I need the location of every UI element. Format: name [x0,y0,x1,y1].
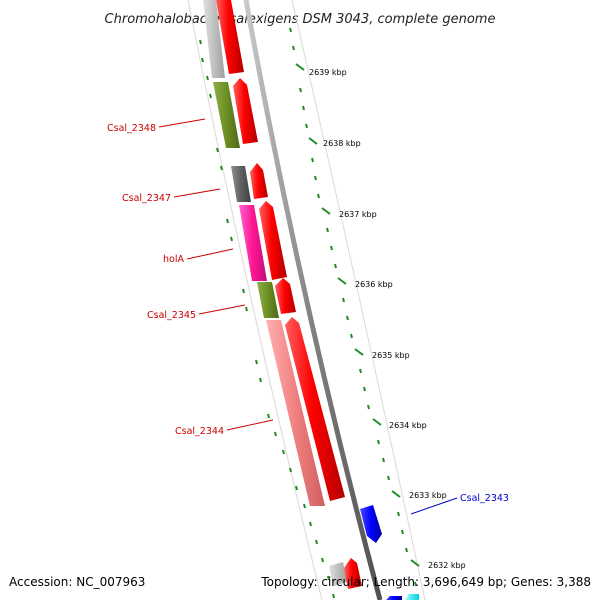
gene-label-csal-2343: Csal_2343 [460,493,509,504]
gene-label-csal-2347: Csal_2347 [122,193,171,204]
cog-block-csal-2347 [231,166,251,202]
cds-arrow-bottom-blue [386,596,402,600]
cog-block-csal-2345 [257,282,279,318]
kbp-label: 2638 kbp [323,139,361,148]
gene-label-csal-2345: Csal_2345 [147,310,196,321]
cds-arrow-csal-2343 [360,505,382,543]
kbp-label: 2639 kbp [309,68,347,77]
gene-label-csal-2348: Csal_2348 [107,123,156,134]
inner-track-genes [203,0,347,586]
accession-text: Accession: NC_007963 [9,575,145,589]
cds-arrow-csal-2347 [250,163,268,199]
cog-block-csal-2348 [213,82,240,148]
cog-block-bottom-light [329,562,347,586]
cds-arrow-csal-2348 [233,78,258,144]
leader-csal-2347 [173,188,221,198]
gene-label-leaders [158,118,458,515]
cog-block-top-light [203,0,225,78]
kbp-label: 2635 kbp [372,351,410,360]
track-border-outer-right [291,0,426,600]
cds-arrow-top [216,0,244,74]
cog-block-hola [239,205,267,281]
kbp-labels: 2639 kbp 2638 kbp 2637 kbp 2636 kbp 2635… [309,68,466,570]
leader-csal-2344 [226,419,274,431]
kbp-label: 2632 kbp [428,561,466,570]
inner-tick-marks [199,39,335,599]
topology-text: Topology: circular; Length: 3,696,649 bp… [260,575,591,589]
forward-cds-arrows [216,0,362,589]
kbp-label: 2634 kbp [389,421,427,430]
gene-labels: Csal_2348 Csal_2347 holA Csal_2345 Csal_… [107,123,509,504]
map-title: Chromohalobacter salexigens DSM 3043, co… [105,12,496,27]
cds-arrow-bottom [344,558,362,589]
cog-block-csal-2344 [266,320,325,506]
leader-csal-2348 [158,118,206,128]
cds-arrow-bottom-cyan [405,594,419,600]
track-border-inner-left [187,0,323,600]
gene-label-csal-2344: Csal_2344 [175,426,224,437]
kbp-label: 2637 kbp [339,210,377,219]
highlight-cds-features [360,505,419,600]
gene-label-hola: holA [163,254,184,265]
kbp-label: 2636 kbp [355,280,393,289]
kbp-label: 2633 kbp [409,491,447,500]
outer-tick-marks [289,27,420,587]
leader-csal-2343 [410,497,458,515]
leader-hola [186,248,234,260]
genome-backbone [243,0,383,600]
track-border-lines [187,0,426,600]
cds-arrow-hola [259,201,287,280]
cds-arrow-csal-2344 [285,317,345,501]
cds-arrow-csal-2345 [275,278,296,314]
leader-csal-2345 [198,304,246,315]
